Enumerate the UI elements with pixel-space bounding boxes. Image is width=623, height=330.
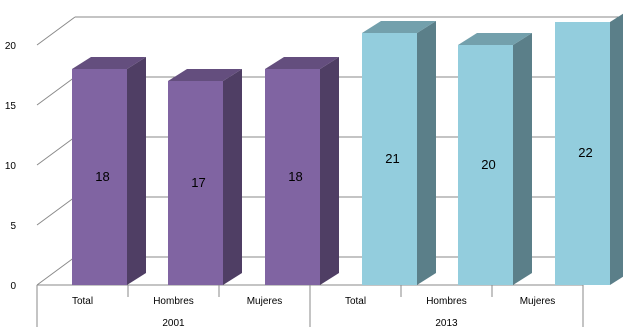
gridline-left-3 <box>36 76 76 106</box>
bar-front <box>168 81 223 285</box>
bar-top <box>362 21 436 33</box>
gridline-left-4 <box>36 16 76 46</box>
bar-2001-Mujeres <box>265 57 339 285</box>
gridline-left-0 <box>36 256 76 286</box>
data-label: 21 <box>385 151 399 166</box>
bar-side <box>127 57 146 285</box>
labels: 0 5 10 15 20 18 Total 17 Hombres 18 Mujeres 2001 21 T… <box>5 41 593 329</box>
x-category-label: Total <box>345 296 366 307</box>
data-label: 18 <box>288 169 302 184</box>
bar-top <box>458 33 532 45</box>
y-tick-label: 20 <box>5 41 17 52</box>
x-category-label: Hombres <box>426 296 467 307</box>
x-group-label: 2001 <box>162 318 185 329</box>
bar-front <box>265 69 320 285</box>
bars <box>72 13 623 285</box>
data-label: 17 <box>191 175 205 190</box>
bar-front <box>458 45 513 285</box>
bar-2013-Mujeres <box>555 13 623 285</box>
bar-front <box>555 22 610 285</box>
y-tick-label: 5 <box>10 221 16 232</box>
bar-2013-Total <box>362 21 436 285</box>
bar-2001-Hombres <box>168 69 242 285</box>
bar-front <box>72 69 127 285</box>
x-category-label: Mujeres <box>247 296 283 307</box>
x-category-label: Mujeres <box>520 296 556 307</box>
bar-top <box>265 57 339 69</box>
x-category-label: Total <box>72 296 93 307</box>
gridline-left-2 <box>36 136 76 166</box>
bar-side <box>513 33 532 285</box>
bar-side <box>610 13 623 285</box>
bar-side <box>417 21 436 285</box>
bar-2013-Hombres <box>458 33 532 285</box>
bar-top <box>168 69 242 81</box>
data-label: 18 <box>95 169 109 184</box>
bar-side <box>223 69 242 285</box>
x-group-label: 2013 <box>435 318 458 329</box>
x-category-label: Hombres <box>153 296 194 307</box>
data-label: 22 <box>578 145 592 160</box>
bar-side <box>320 57 339 285</box>
y-tick-label: 10 <box>5 161 17 172</box>
gridline-left-1 <box>36 196 76 226</box>
y-tick-label: 0 <box>10 281 16 292</box>
bar-top <box>72 57 146 69</box>
bar-front <box>362 33 417 285</box>
data-label: 20 <box>481 157 495 172</box>
y-tick-label: 15 <box>5 101 17 112</box>
bar-2001-Total <box>72 57 146 285</box>
